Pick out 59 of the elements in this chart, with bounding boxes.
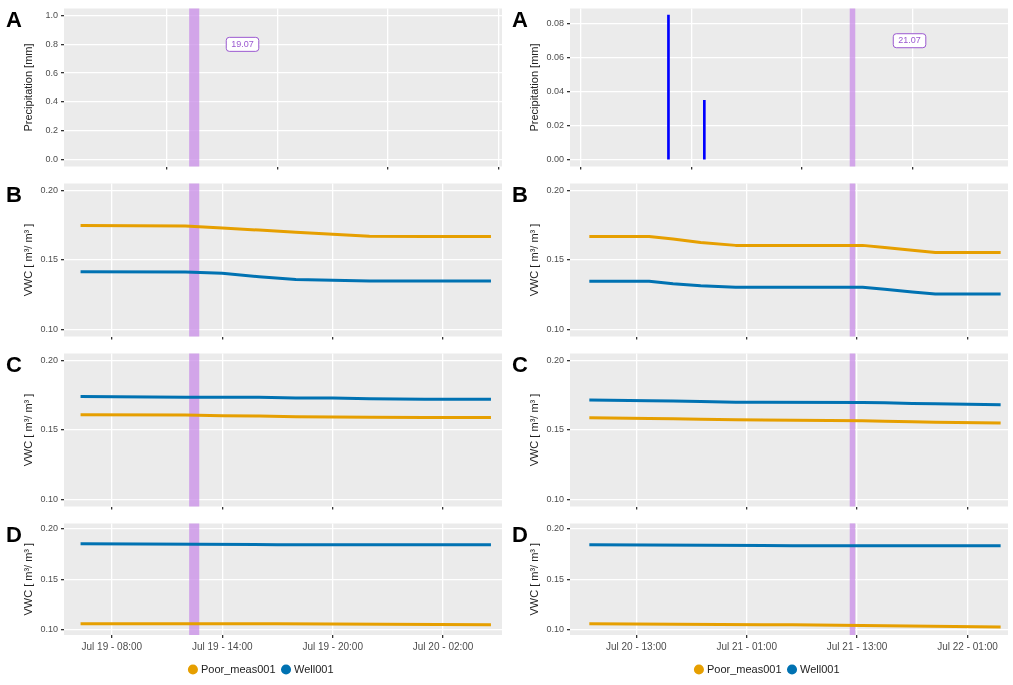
y-axis-title: VWC [ m³/ m³ ] (527, 393, 540, 467)
chart-title: B (512, 182, 528, 208)
y-axis-title: Precipitation [mm] (527, 43, 540, 132)
y-tick-label: 0.10 (40, 624, 58, 635)
y-tick-label: 0.20 (546, 522, 564, 533)
x-tick-label: Jul 22 - 01:00 (937, 640, 999, 652)
legend-label: Poor_meas001 (706, 662, 782, 675)
y-axis-title: VWC [ m³/ m³ ] (527, 223, 540, 297)
chart-title: C (6, 352, 22, 378)
y-tick-label: 0.08 (546, 18, 564, 29)
y-tick-label: 0.20 (40, 184, 58, 195)
y-tick-label: 0.10 (546, 494, 564, 505)
y-tick-label: 0.10 (40, 324, 58, 335)
chart-title: D (512, 522, 528, 548)
y-tick-label: 0.04 (546, 86, 564, 97)
chart-title: C (512, 352, 528, 378)
x-tick-label: Jul 19 - 20:00 (302, 640, 364, 652)
legend-label: Poor_meas001 (200, 662, 276, 675)
chart-title: D (6, 522, 22, 548)
y-tick-label: 0.20 (546, 184, 564, 195)
y-tick-label: 0.06 (546, 52, 564, 63)
y-tick-label: 0.8 (45, 38, 58, 49)
y-tick-label: 0.15 (546, 424, 564, 435)
y-tick-label: 0.15 (546, 254, 564, 265)
x-tick-label: Jul 21 - 01:00 (716, 640, 778, 652)
y-axis-title: Precipitation [mm] (21, 43, 34, 132)
y-tick-label: 0.15 (40, 573, 58, 584)
y-tick-label: 0.20 (546, 354, 564, 365)
y-tick-label: 0.15 (40, 424, 58, 435)
annotation: 21.07 (898, 35, 921, 46)
y-tick-label: 0.20 (40, 522, 58, 533)
y-tick-label: 0.15 (546, 573, 564, 584)
x-tick-label: Jul 21 - 13:00 (826, 640, 888, 652)
y-tick-label: 0.15 (40, 254, 58, 265)
x-tick-label: Jul 20 - 02:00 (412, 640, 474, 652)
x-tick-label: Jul 20 - 13:00 (605, 640, 667, 652)
y-tick-label: 0.10 (40, 494, 58, 505)
y-tick-label: 0.4 (45, 96, 58, 107)
chart-title: A (6, 7, 22, 33)
chart-title: B (6, 182, 22, 208)
chart-title: A (512, 7, 528, 33)
x-tick-label: Jul 19 - 14:00 (191, 640, 253, 652)
annotation: 19.07 (231, 38, 254, 49)
y-axis-title: VWC [ m³/ m³ ] (21, 223, 34, 297)
legend-label: Well001 (294, 662, 334, 675)
y-axis-title: VWC [ m³/ m³ ] (21, 393, 34, 467)
y-tick-label: 0.6 (45, 67, 58, 78)
y-tick-label: 0.20 (40, 354, 58, 365)
legend-label: Well001 (800, 662, 840, 675)
y-axis-title: VWC [ m³/ m³ ] (527, 542, 540, 616)
x-tick-label: Jul 19 - 08:00 (81, 640, 143, 652)
y-tick-label: 0.10 (546, 324, 564, 335)
y-tick-label: 0.0 (45, 153, 58, 164)
y-tick-label: 0.2 (45, 125, 58, 136)
y-tick-label: 1.0 (45, 10, 58, 21)
y-tick-label: 0.10 (546, 624, 564, 635)
y-axis-title: VWC [ m³/ m³ ] (21, 542, 34, 616)
y-tick-label: 0.00 (546, 154, 564, 165)
y-tick-label: 0.02 (546, 120, 564, 131)
